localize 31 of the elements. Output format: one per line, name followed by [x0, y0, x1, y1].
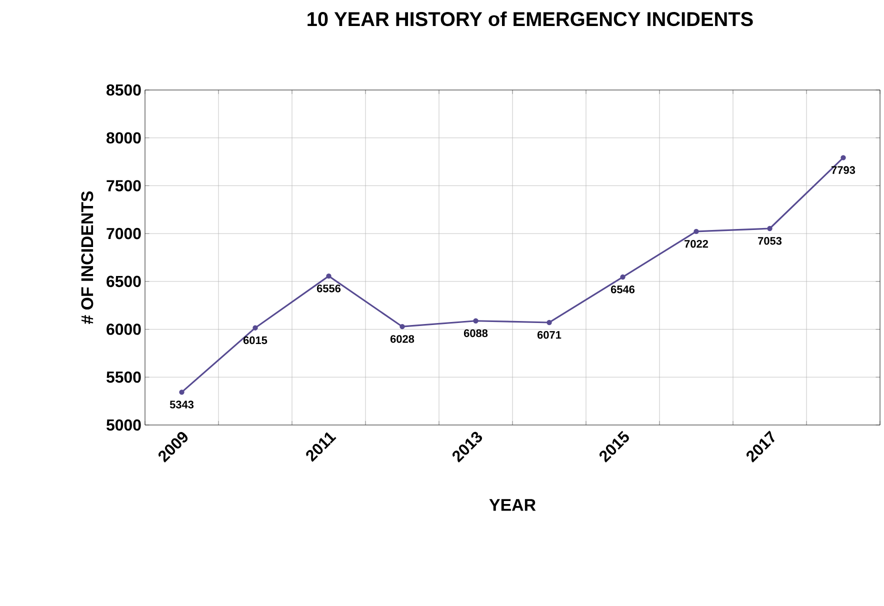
y-tick-label: 8000	[106, 132, 141, 144]
point	[620, 274, 626, 280]
point	[694, 228, 699, 234]
point	[767, 226, 772, 232]
point	[252, 325, 258, 330]
data-label: 6071	[537, 331, 562, 339]
data-label: 7793	[832, 166, 856, 174]
y-tick-label: 8500	[106, 84, 141, 96]
x-axis-title: YEAR	[489, 499, 536, 511]
y-tick-label: 5500	[106, 372, 141, 383]
point	[840, 155, 846, 160]
data-label: 6028	[390, 335, 414, 343]
y-tick-label: 6500	[106, 276, 141, 288]
data-label: 7022	[684, 240, 708, 248]
point	[326, 273, 332, 279]
y-tick-label: 7000	[106, 228, 141, 240]
data-label: 6015	[243, 336, 268, 344]
data-label: 6088	[464, 329, 488, 338]
point	[546, 320, 552, 326]
y-axis-title: # OF INCIDENTS	[81, 191, 94, 324]
data-label: 7053	[758, 237, 782, 245]
data-label: 6546	[610, 286, 635, 294]
point	[400, 324, 405, 330]
data-label: 6556	[316, 284, 341, 292]
point	[473, 318, 478, 324]
y-tick-label: 6000	[106, 324, 141, 335]
chart-title: 10 YEAR HISTORY of EMERGENCY INCIDENTS	[308, 12, 753, 26]
y-tick-label: 5000	[106, 419, 141, 431]
y-tick-label: 7500	[106, 180, 141, 192]
point	[179, 390, 184, 395]
data-label: 5343	[170, 400, 194, 408]
